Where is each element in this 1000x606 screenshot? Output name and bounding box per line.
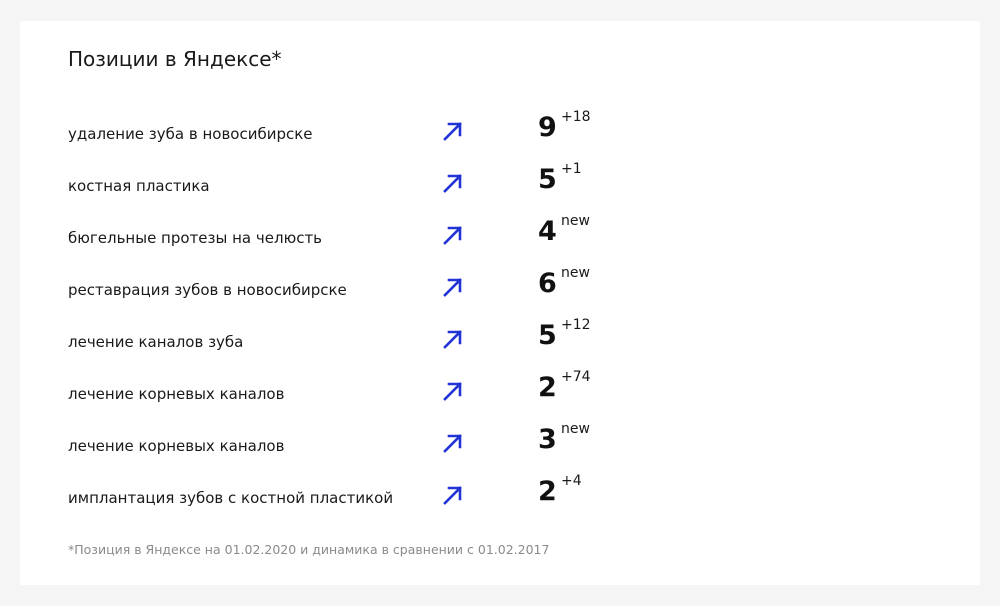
- positions-card: Позиции в Яндексе* удаление зуба в новос…: [20, 21, 980, 585]
- position-value: 2: [538, 372, 557, 403]
- position-value: 6: [538, 268, 557, 299]
- trend-up-arrow-icon: [443, 174, 462, 193]
- position-value: 9: [538, 112, 557, 143]
- position-change: +18: [561, 109, 591, 125]
- page-title: Позиции в Яндексе*: [68, 47, 282, 71]
- trend-up-arrow-icon: [443, 122, 462, 141]
- search-query: лечение каналов зуба: [68, 333, 244, 351]
- position-value: 5: [538, 320, 557, 351]
- footnote: *Позиция в Яндексе на 01.02.2020 и динам…: [68, 542, 550, 557]
- position-value: 4: [538, 216, 557, 247]
- list-item: лечение корневых каналов 2 +74: [20, 369, 980, 409]
- search-query: имплантация зубов с костной пластикой: [68, 489, 394, 507]
- trend-up-arrow-icon: [443, 434, 462, 453]
- list-item: бюгельные протезы на челюсть 4 new: [20, 213, 980, 253]
- position-value: 3: [538, 424, 557, 455]
- search-query: бюгельные протезы на челюсть: [68, 229, 323, 247]
- position-change: +12: [561, 317, 591, 333]
- trend-up-arrow-icon: [443, 486, 462, 505]
- search-query: реставрация зубов в новосибирске: [68, 281, 347, 299]
- list-item: имплантация зубов с костной пластикой 2 …: [20, 473, 980, 513]
- trend-up-arrow-icon: [443, 382, 462, 401]
- position-change: new: [561, 265, 590, 281]
- position-value: 2: [538, 476, 557, 507]
- list-item: лечение каналов зуба 5 +12: [20, 317, 980, 357]
- trend-up-arrow-icon: [443, 330, 462, 349]
- position-change: new: [561, 421, 590, 437]
- list-item: лечение корневых каналов 3 new: [20, 421, 980, 461]
- position-change: new: [561, 213, 590, 229]
- search-query: лечение корневых каналов: [68, 385, 285, 403]
- search-query: лечение корневых каналов: [68, 437, 285, 455]
- list-item: реставрация зубов в новосибирске 6 new: [20, 265, 980, 305]
- trend-up-arrow-icon: [443, 226, 462, 245]
- list-item: удаление зуба в новосибирске 9 +18: [20, 109, 980, 149]
- search-query: костная пластика: [68, 177, 210, 195]
- position-change: +1: [561, 161, 582, 177]
- position-change: +4: [561, 473, 582, 489]
- list-item: костная пластика 5 +1: [20, 161, 980, 201]
- search-query: удаление зуба в новосибирске: [68, 125, 313, 143]
- position-value: 5: [538, 164, 557, 195]
- trend-up-arrow-icon: [443, 278, 462, 297]
- position-change: +74: [561, 369, 591, 385]
